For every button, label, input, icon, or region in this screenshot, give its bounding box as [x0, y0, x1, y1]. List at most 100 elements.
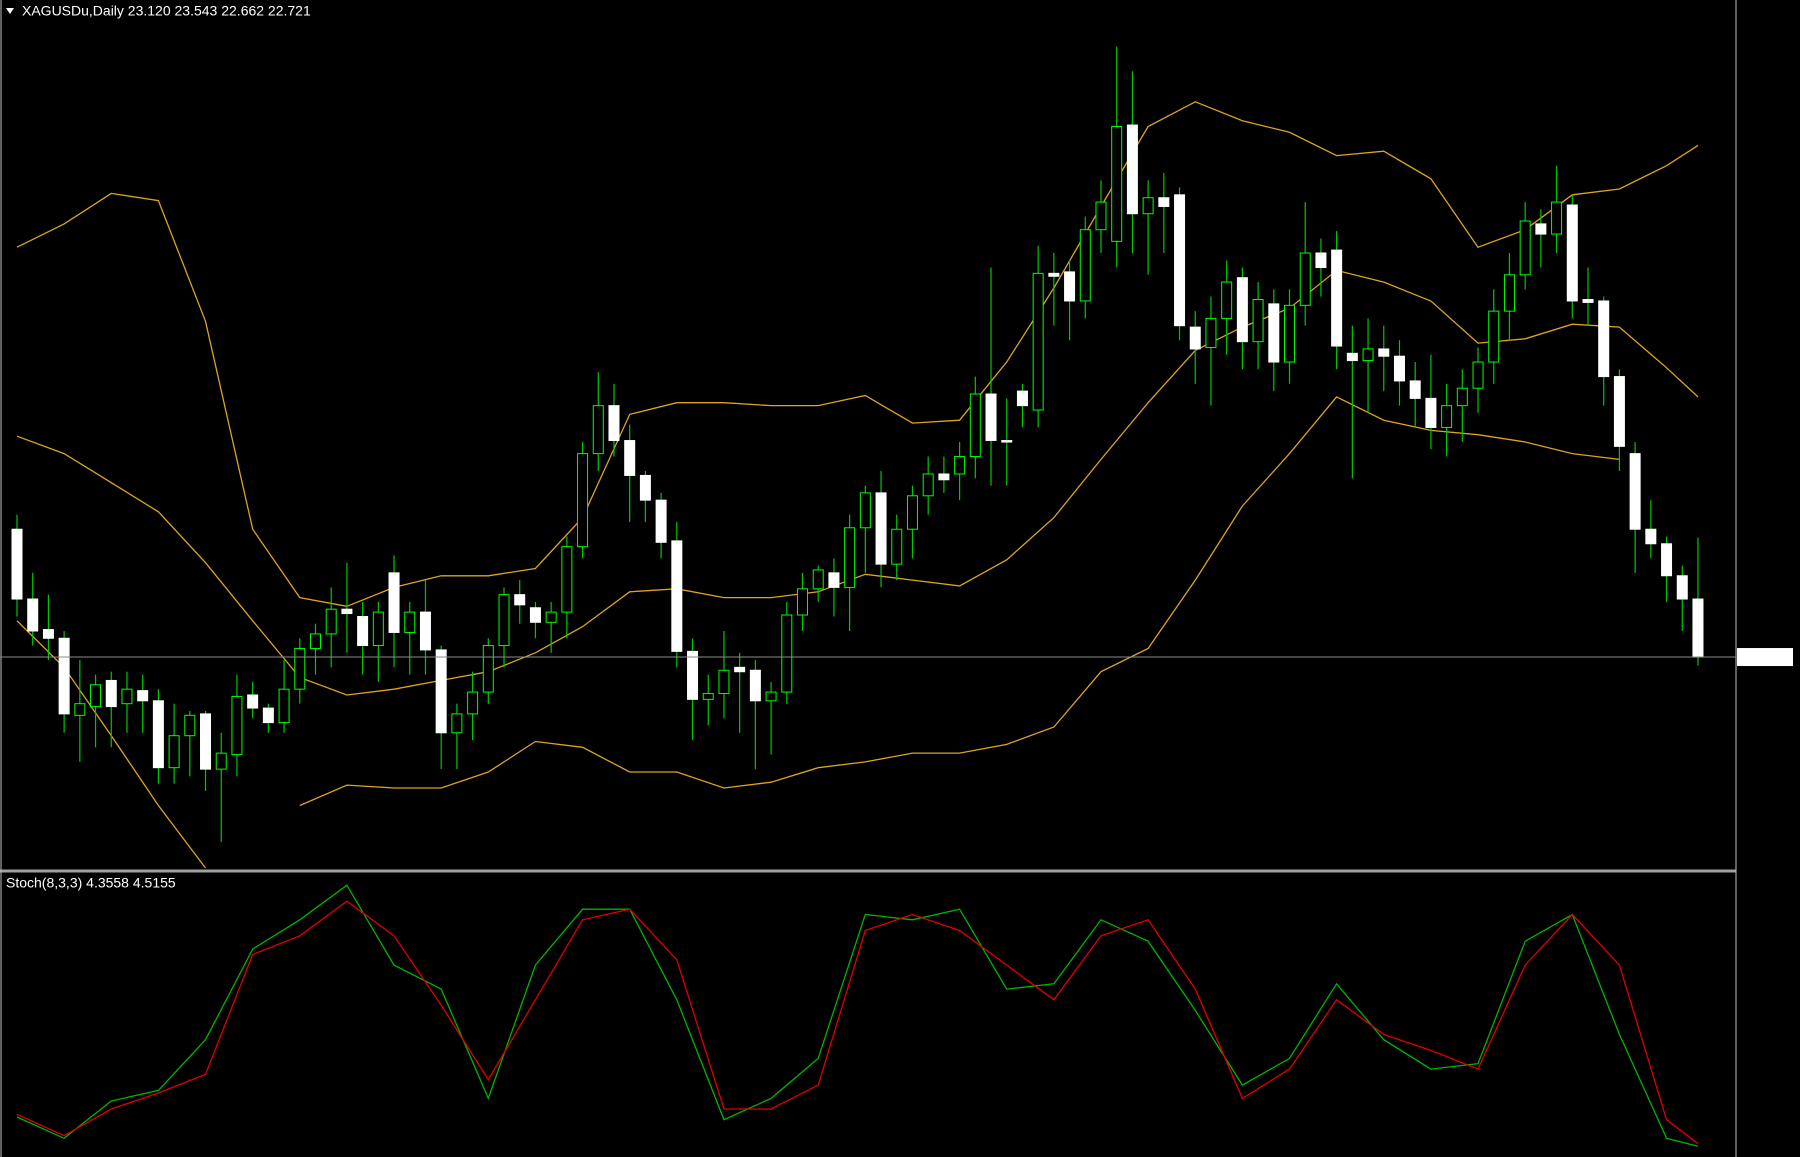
- candle-body: [1503, 274, 1515, 312]
- candle-body: [1456, 387, 1468, 407]
- candle-body: [1362, 348, 1374, 362]
- candle-body: [137, 690, 149, 702]
- candle-body: [168, 735, 180, 769]
- candle-body: [1032, 272, 1044, 411]
- candle-body: [1158, 197, 1170, 207]
- candle-body: [1645, 528, 1657, 545]
- candle-body: [1409, 380, 1421, 399]
- candle-body: [969, 393, 981, 458]
- candle-body: [1441, 405, 1453, 428]
- candle-body: [954, 456, 966, 475]
- candle-body: [262, 707, 274, 724]
- candle-body: [1126, 124, 1138, 215]
- candle-body: [734, 666, 746, 673]
- candle-body: [1535, 223, 1547, 235]
- last-price-box: [1737, 648, 1793, 667]
- candle-body: [58, 637, 70, 715]
- candle-body: [121, 688, 133, 705]
- candle-body: [1613, 376, 1625, 447]
- candle-body: [702, 693, 714, 700]
- candle-body: [11, 528, 23, 600]
- candle-body: [388, 572, 400, 633]
- candle-body: [1048, 272, 1060, 277]
- candle-body: [1064, 271, 1076, 302]
- candle-body: [1284, 304, 1296, 363]
- candle-body: [278, 688, 290, 724]
- menu-triangle: [6, 8, 14, 14]
- candle-body: [1378, 348, 1390, 357]
- candle-body: [357, 615, 369, 647]
- candle-body: [1299, 252, 1311, 306]
- candle-body: [938, 473, 950, 481]
- candle-body: [797, 588, 808, 616]
- candle-body: [1566, 204, 1578, 302]
- candle-body: [718, 669, 730, 695]
- candle-body: [577, 453, 589, 548]
- candle-body: [592, 405, 604, 455]
- candle-body: [184, 714, 196, 737]
- candle-body: [1346, 352, 1358, 362]
- candle-body: [1205, 317, 1217, 348]
- candle-body: [231, 695, 243, 756]
- candle-body: [200, 713, 212, 770]
- candle-body: [1519, 220, 1531, 276]
- candle-body: [404, 611, 416, 633]
- candle-body: [1079, 229, 1091, 302]
- candle-body: [215, 752, 227, 770]
- candle-body: [498, 594, 510, 647]
- candle-body: [671, 540, 683, 652]
- candle-body: [859, 492, 871, 529]
- candle-body: [1142, 197, 1154, 215]
- candle-body: [42, 629, 54, 639]
- chart-title: XAGUSDu,Daily 23.120 23.543 22.662 22.72…: [22, 3, 311, 19]
- candle-body: [514, 594, 526, 606]
- candle-body: [1331, 249, 1343, 347]
- candle-body: [1629, 453, 1641, 530]
- candle-body: [765, 691, 777, 702]
- candle-body: [325, 608, 337, 635]
- candle-body: [545, 611, 557, 623]
- candle-body: [152, 700, 164, 769]
- candle-body: [906, 495, 918, 530]
- candle-body: [1425, 397, 1437, 428]
- mark-layer: [0, 46, 1793, 1147]
- candle-body: [1221, 281, 1233, 319]
- candle-body: [749, 669, 761, 702]
- indicator-title: Stoch(8,3,3) 4.3558 4.5155: [6, 875, 176, 891]
- candle-body: [812, 569, 824, 590]
- candle-body: [561, 546, 573, 613]
- candle-body: [781, 614, 793, 693]
- candle-body: [1488, 310, 1500, 363]
- candle-body: [624, 440, 636, 476]
- candle-body: [482, 645, 494, 693]
- candle-body: [1661, 543, 1673, 577]
- candle-body: [341, 608, 353, 615]
- candle-body: [1001, 440, 1013, 443]
- candle-body: [1582, 299, 1594, 303]
- candle-body: [309, 633, 321, 649]
- candle-body: [1676, 575, 1688, 600]
- band-line: [16, 101, 1699, 607]
- candle-body: [294, 647, 306, 690]
- candle-body: [1016, 390, 1028, 407]
- candle-body: [608, 405, 620, 442]
- candle-body: [467, 691, 479, 715]
- candle-body: [435, 649, 447, 734]
- candle-body: [1095, 201, 1107, 231]
- candle-body: [1111, 125, 1123, 242]
- candle-body: [372, 611, 384, 647]
- candle-body: [1252, 299, 1264, 343]
- candle-body: [1472, 361, 1484, 389]
- candle-body: [105, 679, 117, 708]
- candle-body: [1315, 252, 1327, 269]
- candle-body: [828, 572, 840, 588]
- candle-body: [844, 527, 856, 588]
- candle-body: [1236, 277, 1248, 343]
- candle-body: [90, 684, 102, 708]
- candle-body: [529, 607, 541, 623]
- candle-body: [27, 598, 39, 632]
- candle-body: [922, 473, 934, 497]
- candle-body: [639, 474, 651, 501]
- candle-body: [1174, 194, 1186, 327]
- candle-body: [1268, 303, 1280, 363]
